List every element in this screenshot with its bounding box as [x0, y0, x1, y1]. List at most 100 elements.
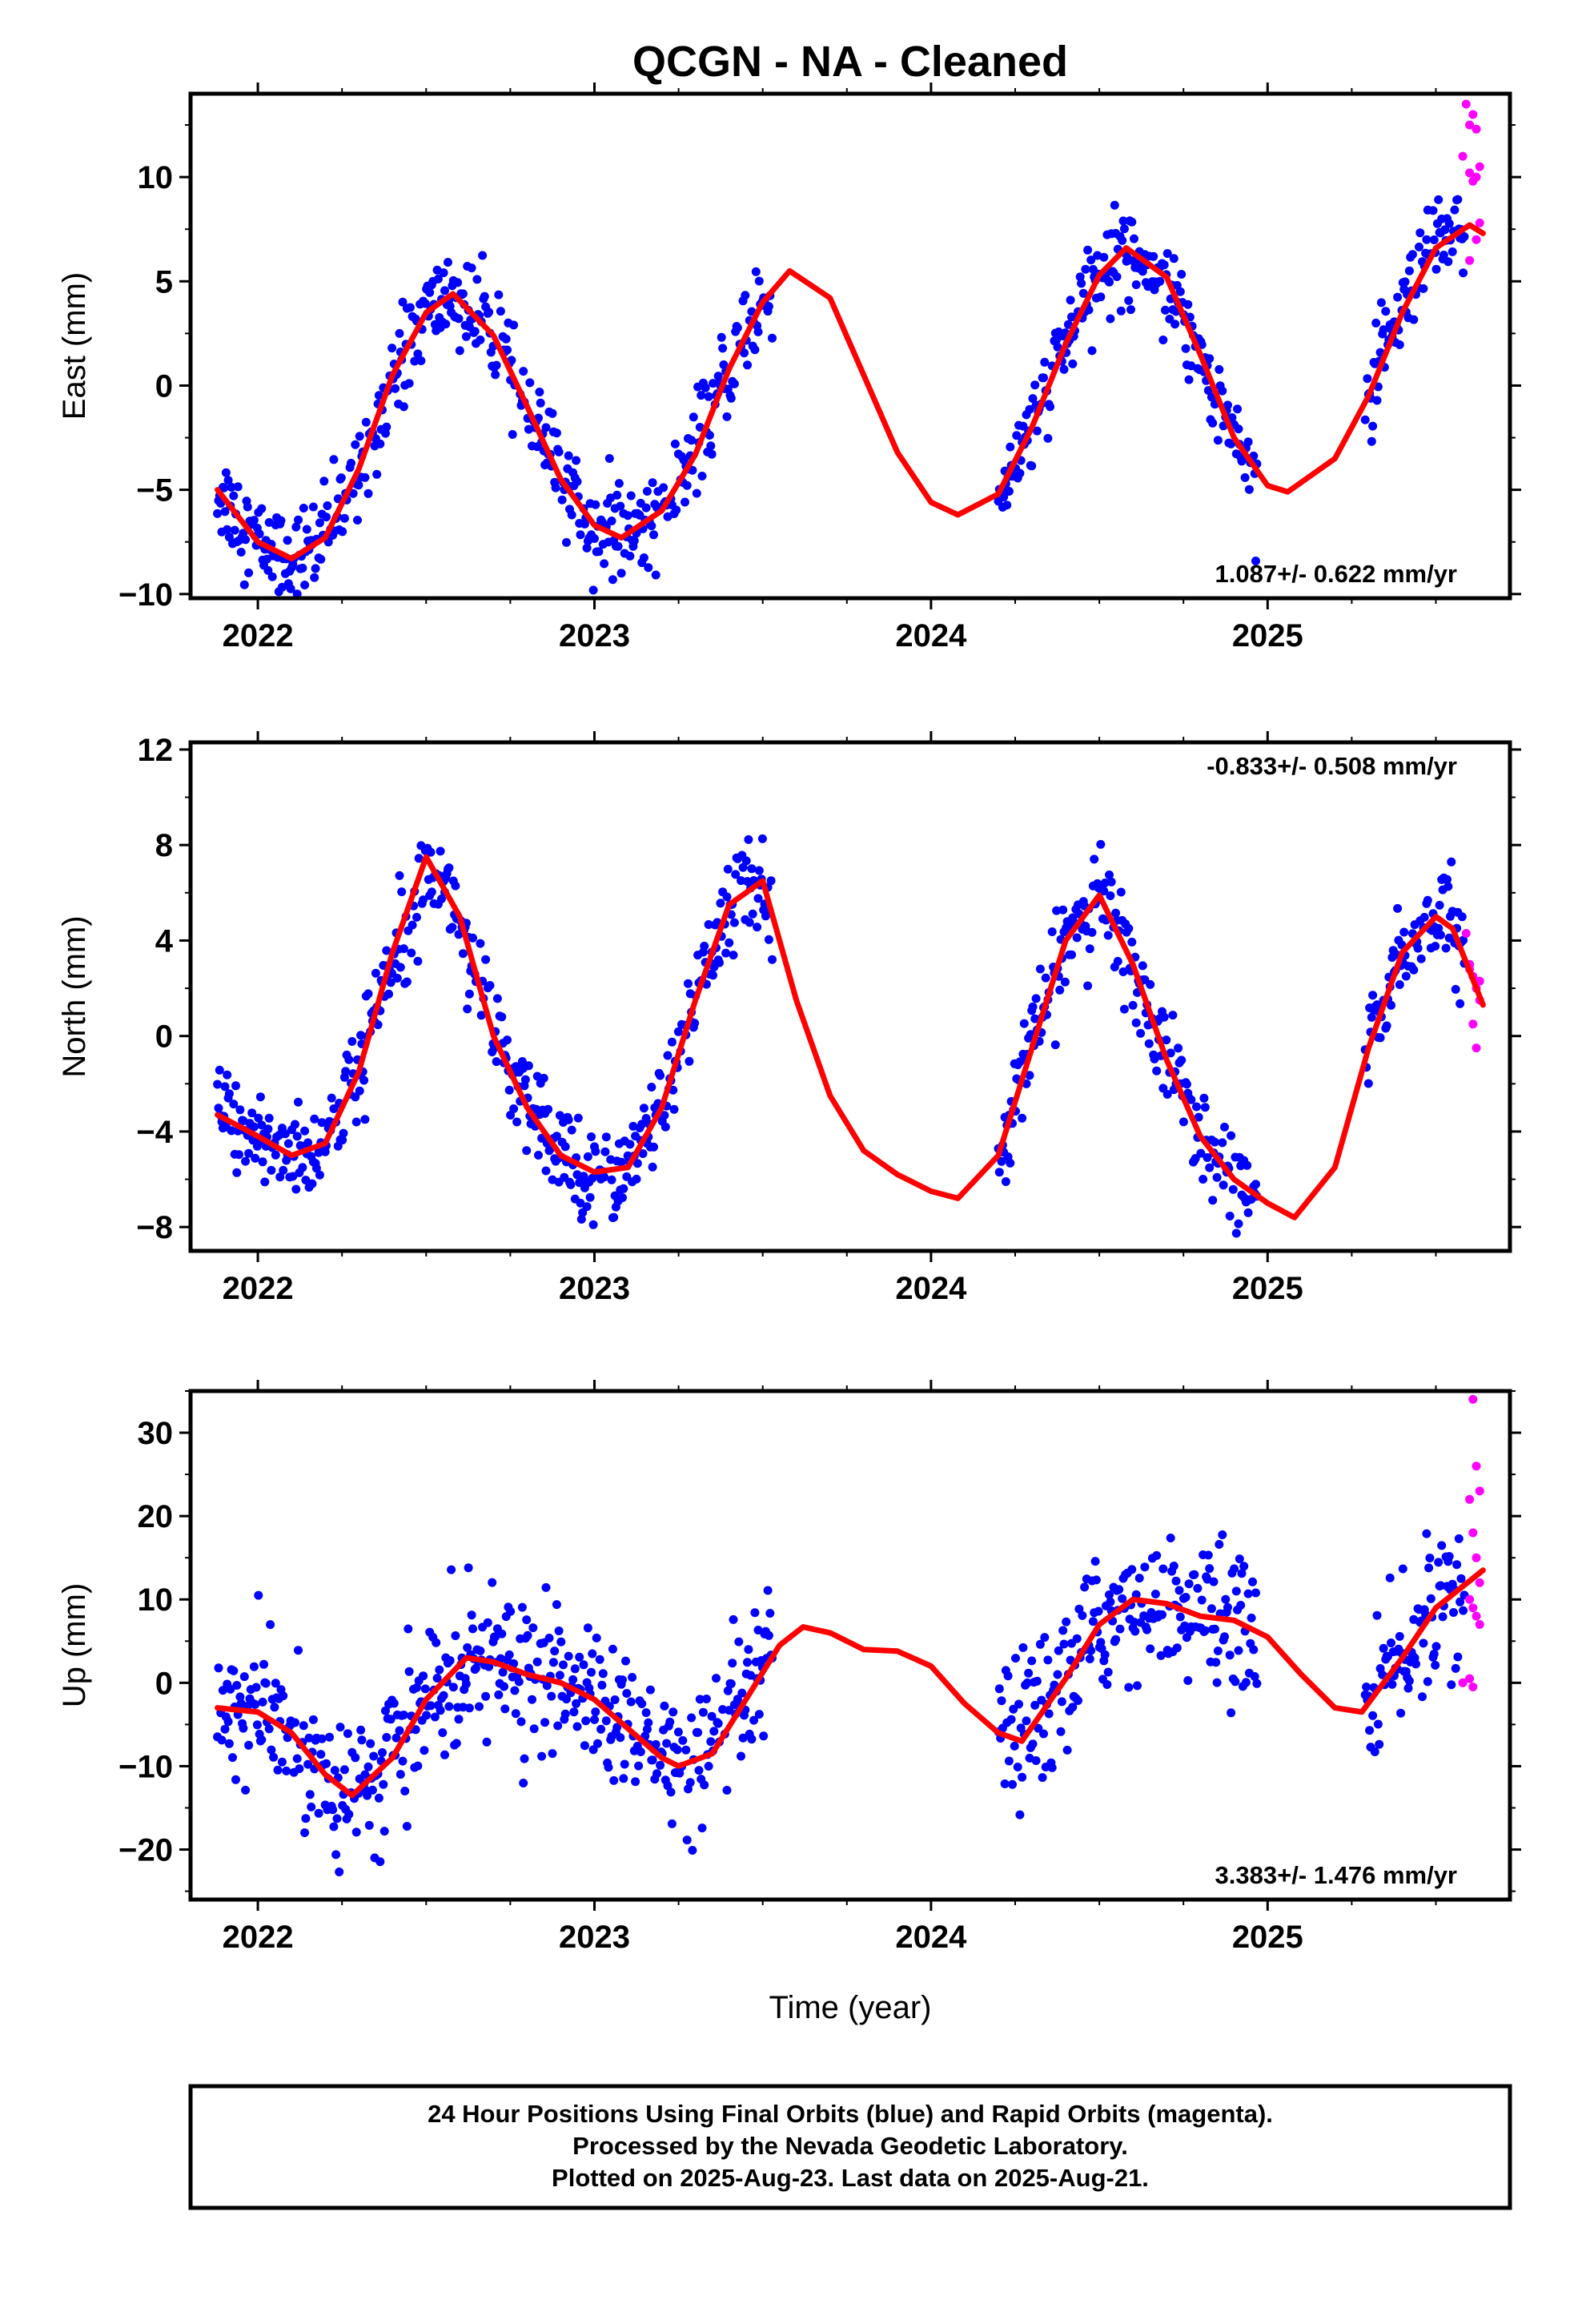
up-final-orbit-point	[1038, 1773, 1047, 1783]
up-final-orbit-point	[712, 1674, 721, 1683]
up-final-orbit-point	[241, 1785, 251, 1795]
up-final-orbit-point	[1180, 1621, 1190, 1630]
north-final-orbit-point	[497, 1012, 507, 1022]
up-final-orbit-point	[1000, 1779, 1010, 1788]
north-final-orbit-point	[485, 981, 495, 990]
up-final-orbit-point	[1169, 1562, 1178, 1570]
north-final-orbit-point	[1219, 1180, 1228, 1190]
up-final-orbit-point	[1152, 1550, 1162, 1560]
up-final-orbit-point	[548, 1658, 558, 1667]
north-final-orbit-point	[263, 1124, 273, 1134]
north-plot-frame	[188, 740, 1512, 1253]
up-final-orbit-point	[426, 1701, 436, 1711]
east-final-orbit-point	[1119, 224, 1129, 234]
up-final-orbit-points	[213, 1529, 1469, 1876]
up-final-orbit-point	[447, 1565, 456, 1574]
east-final-orbit-point	[572, 476, 582, 486]
up-final-orbit-point	[747, 1735, 757, 1744]
north-final-orbit-point	[213, 1080, 223, 1089]
north-final-orbit-point	[619, 1184, 628, 1193]
up-final-orbit-point	[307, 1802, 316, 1811]
east-x-tick-label: 2025	[1232, 618, 1303, 653]
north-final-orbit-point	[722, 892, 732, 902]
up-final-orbit-point	[1449, 1608, 1458, 1617]
up-final-orbit-point	[1373, 1719, 1383, 1729]
north-final-orbit-point	[339, 1128, 348, 1138]
up-final-orbit-point	[339, 1765, 349, 1775]
up-final-orbit-point	[737, 1688, 747, 1698]
east-final-orbit-point	[753, 327, 763, 336]
north-final-orbit-point	[444, 863, 454, 873]
up-final-orbit-point	[1249, 1645, 1259, 1655]
east-final-orbit-point	[363, 489, 373, 498]
up-final-orbit-point	[1213, 1647, 1223, 1655]
east-final-orbit-point	[1444, 219, 1454, 228]
up-final-orbit-point	[1127, 1565, 1137, 1574]
up-final-orbit-point	[436, 1706, 445, 1715]
up-final-orbit-point	[1034, 1723, 1043, 1733]
east-final-orbit-point	[1404, 266, 1414, 275]
north-x-tick-label: 2022	[223, 1271, 294, 1306]
up-final-orbit-point	[269, 1752, 279, 1762]
north-final-orbit-point	[534, 1151, 543, 1160]
east-final-orbit-point	[1439, 251, 1448, 259]
north-y-tick-label: −8	[136, 1210, 173, 1245]
up-final-orbit-point	[1056, 1727, 1066, 1736]
east-final-orbit-point	[705, 431, 714, 440]
east-final-orbit-point	[1106, 314, 1115, 324]
east-final-orbit-point	[1181, 344, 1191, 353]
up-final-orbit-point	[728, 1659, 737, 1668]
up-final-orbit-point	[1004, 1756, 1014, 1766]
up-final-orbit-point	[1062, 1617, 1071, 1626]
north-final-orbit-point	[656, 1071, 665, 1080]
up-final-orbit-point	[569, 1707, 579, 1717]
east-final-orbit-point	[1428, 206, 1438, 215]
north-final-orbit-point	[451, 881, 460, 891]
north-final-orbit-point	[355, 1086, 364, 1096]
east-final-orbit-point	[440, 286, 449, 296]
east-final-orbit-point	[224, 533, 234, 542]
up-final-orbit-point	[229, 1666, 239, 1675]
up-final-orbit-point	[300, 1828, 310, 1837]
east-final-orbit-point	[311, 564, 320, 573]
north-rapid-orbit-point	[1468, 1019, 1478, 1029]
north-rate-label: -0.833+/- 0.508 mm/yr	[1207, 752, 1457, 780]
up-final-orbit-point	[1100, 1650, 1110, 1659]
up-final-orbit-point	[687, 1713, 697, 1723]
up-final-orbit-point	[379, 1779, 388, 1789]
east-final-orbit-point	[607, 517, 616, 525]
up-final-orbit-point	[1047, 1763, 1057, 1772]
up-final-orbit-point	[363, 1791, 372, 1800]
north-final-orbit-point	[271, 1150, 280, 1160]
x-axis-label: Time (year)	[769, 1990, 932, 2025]
north-final-orbit-point	[1128, 1000, 1138, 1010]
up-y-tick-label: 30	[138, 1416, 174, 1451]
up-final-orbit-point	[1425, 1554, 1435, 1562]
up-final-orbit-point	[444, 1702, 454, 1711]
up-final-orbit-point	[532, 1657, 542, 1667]
north-final-orbit-point	[1103, 931, 1113, 940]
north-rapid-orbit-point	[1475, 976, 1484, 986]
up-final-orbit-point	[316, 1750, 326, 1759]
north-final-orbit-point	[1443, 882, 1453, 891]
north-final-orbit-point	[690, 1019, 700, 1028]
up-final-orbit-point	[568, 1675, 578, 1684]
north-final-orbit-point	[632, 1159, 642, 1168]
up-final-orbit-point	[464, 1703, 474, 1713]
north-final-orbit-point	[1199, 1093, 1209, 1103]
north-final-orbit-point	[1200, 1103, 1210, 1112]
north-final-orbit-point	[235, 1105, 245, 1115]
east-final-orbit-point	[353, 516, 362, 525]
up-final-orbit-point	[258, 1697, 267, 1707]
up-final-orbit-point	[223, 1717, 233, 1727]
east-final-orbit-point	[299, 504, 308, 513]
up-rapid-orbit-point	[1475, 1578, 1484, 1587]
north-final-orbit-point	[258, 1157, 267, 1167]
east-final-orbit-point	[648, 478, 657, 488]
east-final-orbit-point	[616, 501, 625, 511]
up-final-orbit-point	[1365, 1726, 1375, 1735]
up-final-orbit-point	[412, 1683, 421, 1692]
north-final-orbit-point	[303, 1138, 313, 1148]
up-final-orbit-point	[590, 1715, 599, 1724]
up-final-orbit-point	[1370, 1747, 1379, 1756]
